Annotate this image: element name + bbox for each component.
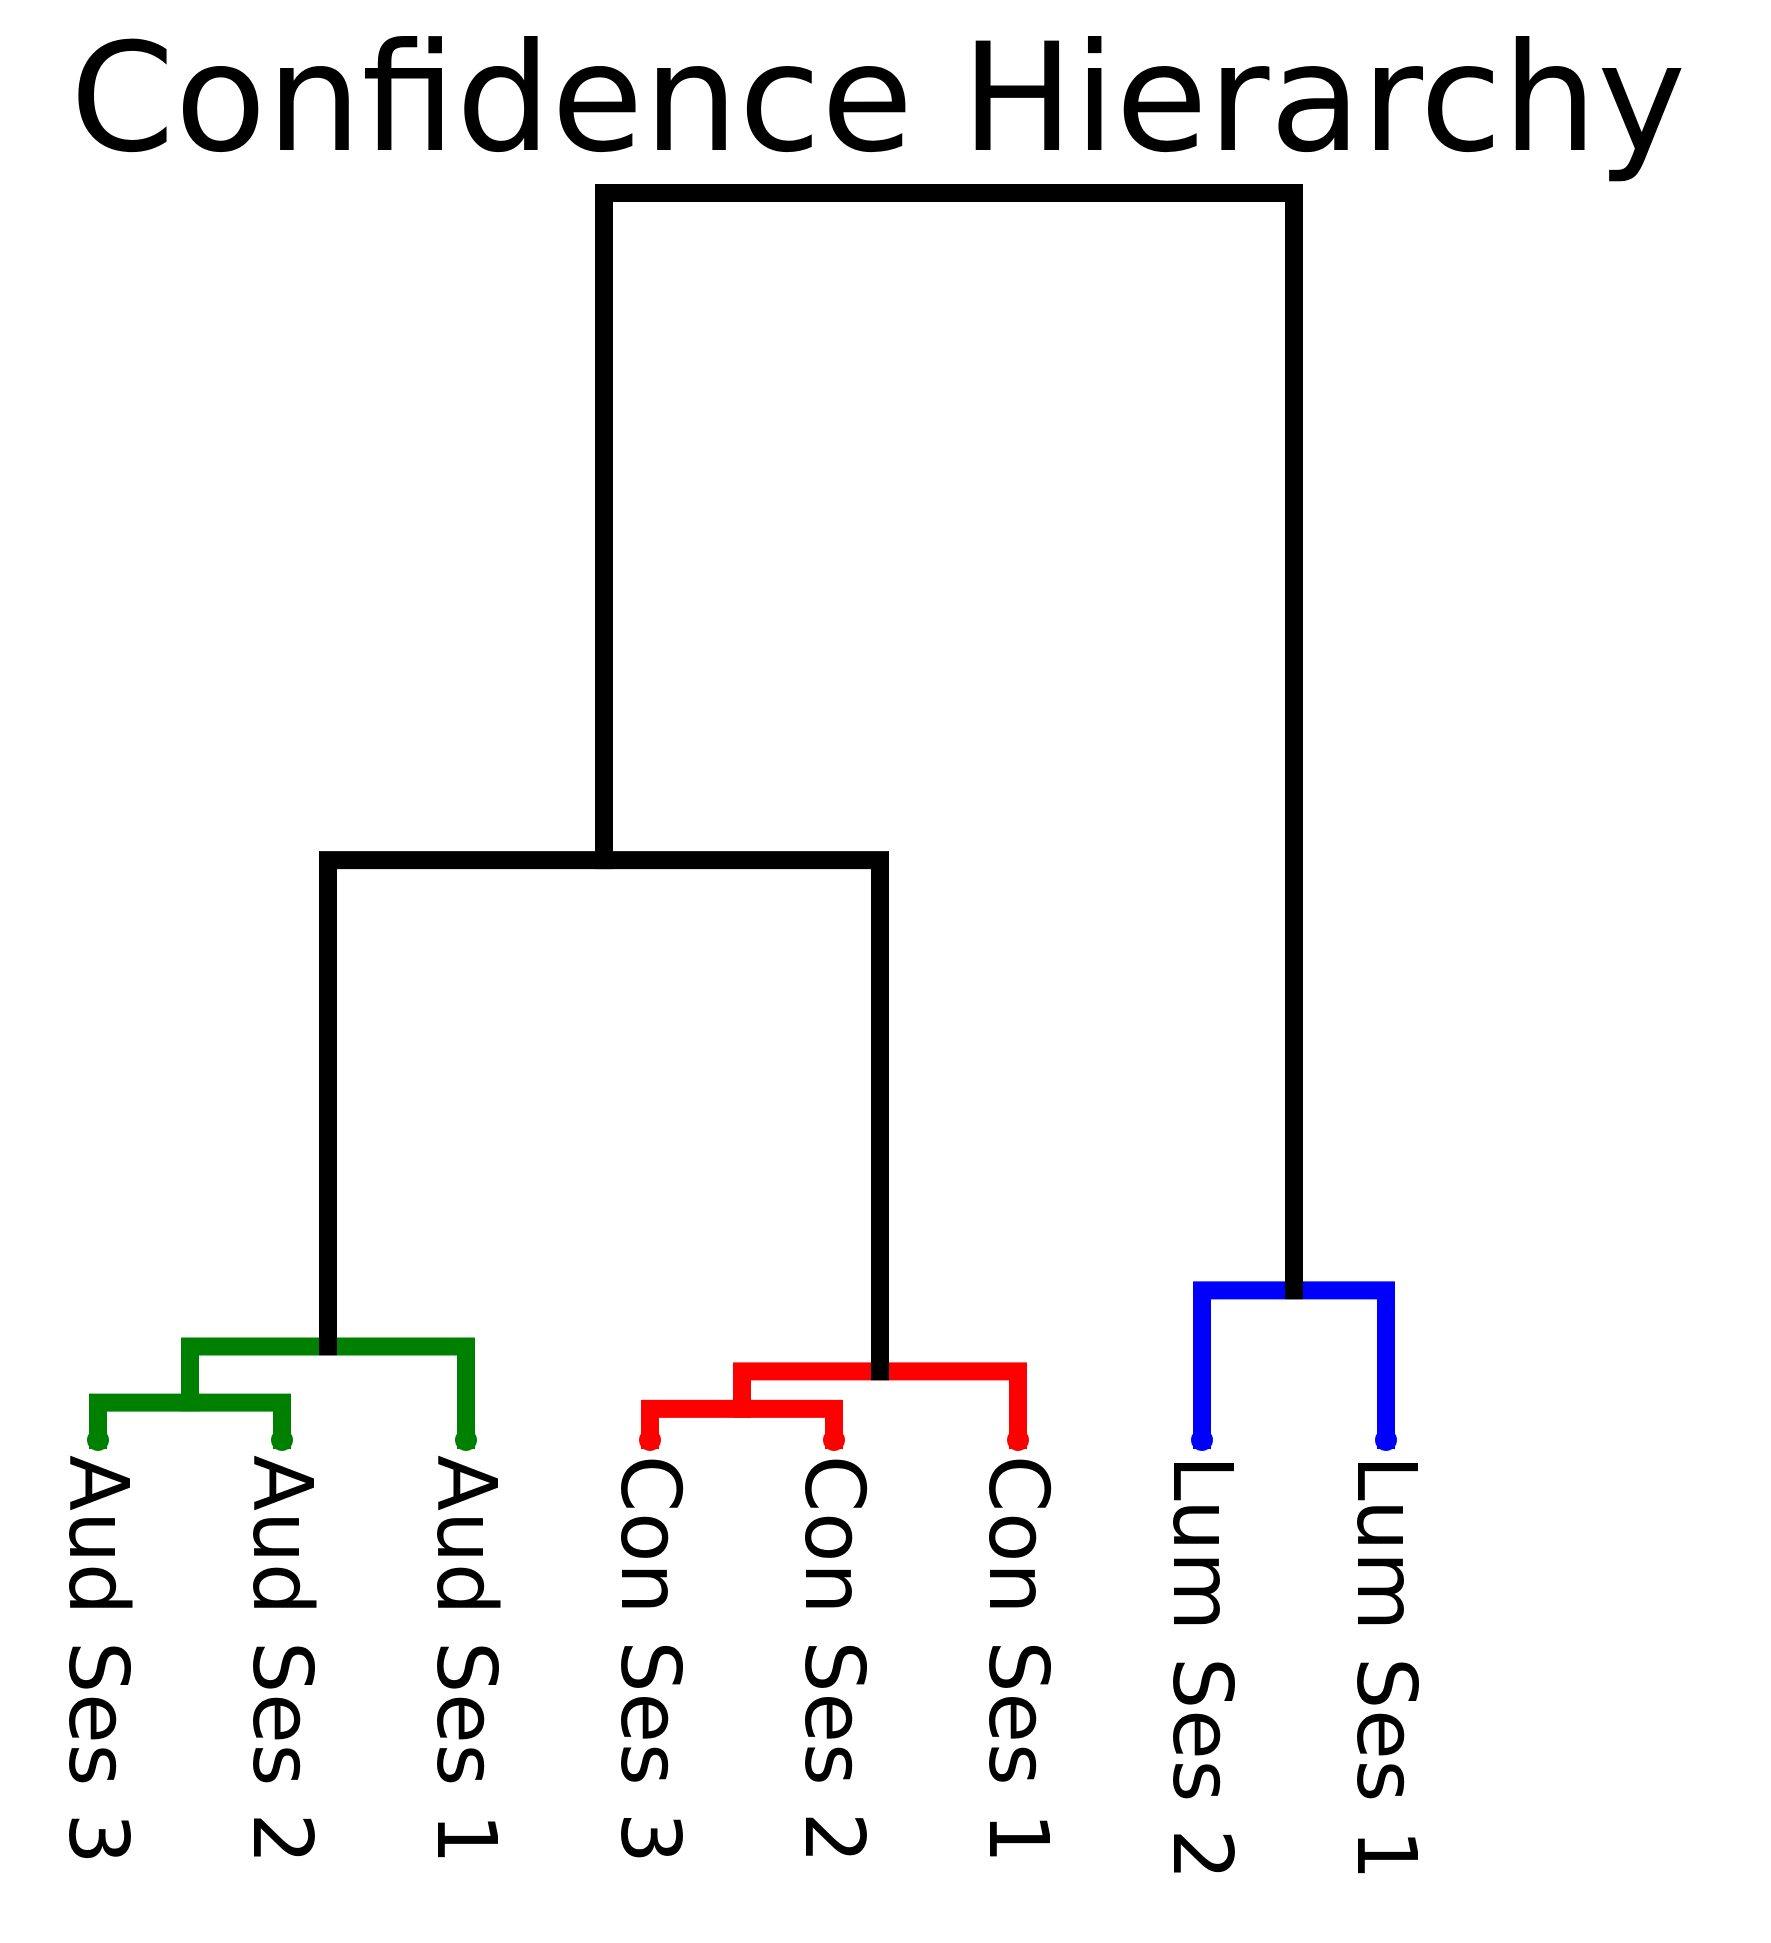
leaf-label-lum1: Lum Ses 1 [1338,1455,1433,1881]
leaf-markers [87,1429,1397,1451]
link-m_audcon [319,851,889,1381]
leaf-label-aud3: Aud Ses 3 [50,1455,145,1865]
leaf-marker-aud1 [455,1429,477,1451]
leaf-marker-con2 [823,1429,845,1451]
leaf-label-aud1: Aud Ses 1 [418,1455,513,1865]
leaf-marker-con1 [1007,1429,1029,1451]
leaf-marker-con3 [639,1429,661,1451]
chart-title: Confidence Hierarchy [70,12,1686,186]
leaf-marker-aud2 [271,1429,293,1451]
leaf-label-aud2: Aud Ses 2 [234,1455,329,1865]
leaf-marker-aud3 [87,1429,109,1451]
leaf-label-lum2: Lum Ses 2 [1154,1455,1249,1881]
leaf-label-con1: Con Ses 1 [970,1455,1065,1864]
leaf-labels: Aud Ses 3 Aud Ses 2 Aud Ses 1 Con Ses 3 Con … [50,1455,1433,1881]
leaf-marker-lum2 [1191,1429,1213,1451]
leaf-label-con2: Con Ses 2 [786,1455,881,1864]
leaf-marker-lum1 [1375,1429,1397,1451]
link-m_lum [1193,1281,1395,1449]
leaf-label-con3: Con Ses 3 [602,1455,697,1864]
link-m_root [595,184,1303,1300]
dendrogram-links [89,184,1395,1449]
link-m_aud [181,1337,475,1449]
